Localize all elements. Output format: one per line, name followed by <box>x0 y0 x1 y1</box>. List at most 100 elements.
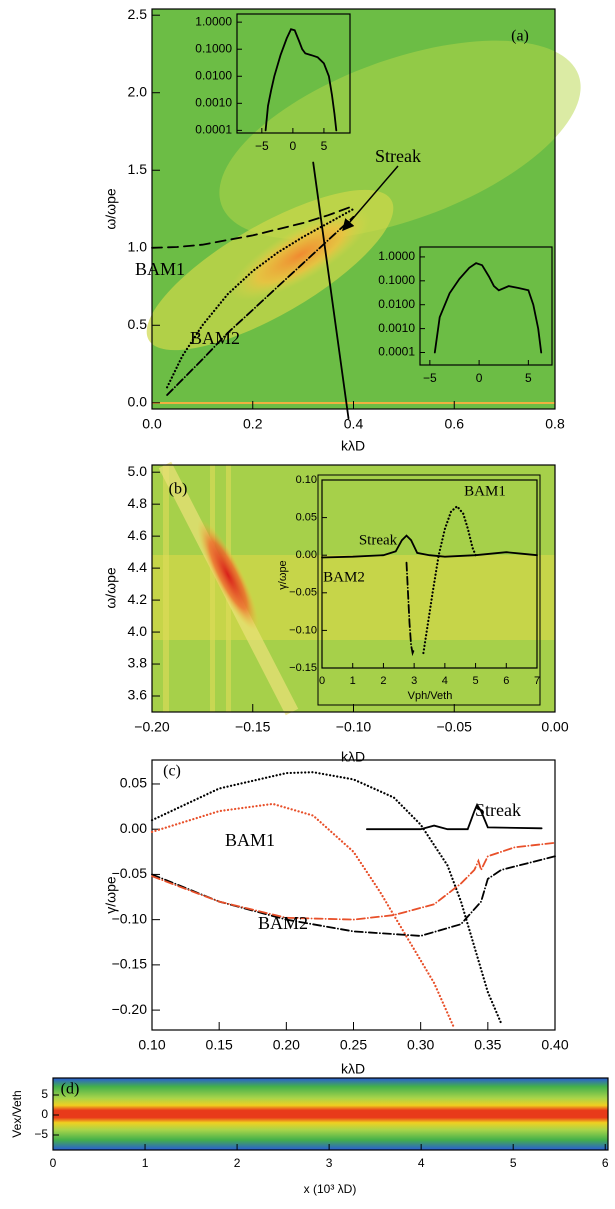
series-line <box>321 534 538 559</box>
x-tick-label: 0.00 <box>541 718 568 734</box>
panel-label: (a) <box>511 28 529 45</box>
x-tick-label: 3 <box>326 1156 333 1170</box>
y-tick-label: 2.5 <box>128 6 148 22</box>
x-tick-label: −0.20 <box>134 718 170 734</box>
y-tick-label: −0.10 <box>112 910 148 926</box>
y-tick-label: 0.0 <box>128 394 148 410</box>
panel-label: (b) <box>169 481 188 498</box>
y-tick-label: 0.00 <box>296 549 317 561</box>
series-line <box>264 28 338 132</box>
x-tick-label: 2 <box>380 675 386 687</box>
x-tick-label: 0.6 <box>445 415 465 431</box>
y-tick-label: 5 <box>41 1087 48 1101</box>
x-tick-label: 0.8 <box>545 415 565 431</box>
y-tick-label: 4.4 <box>128 559 148 575</box>
y-axis-label: Vex/Veth <box>10 1090 24 1137</box>
x-tick-label: 4 <box>418 1156 425 1170</box>
y-tick-label: 1.5 <box>128 161 148 177</box>
y-tick-label: −5 <box>34 1127 48 1141</box>
annotation: Streak <box>375 146 421 166</box>
y-tick-label: 0.0010 <box>195 95 232 109</box>
x-axis-label: kλD <box>341 749 365 765</box>
x-axis-label: kλD <box>341 438 365 454</box>
x-tick-label: 0.30 <box>407 1036 434 1052</box>
series-line <box>312 161 350 420</box>
panel-label: (d) <box>61 1081 80 1098</box>
plot-frame <box>236 13 351 134</box>
y-tick-label: 2.0 <box>128 83 148 99</box>
y-tick-label: 3.6 <box>128 687 148 703</box>
annotation: BAM2 <box>190 328 240 348</box>
x-tick-label: 0.35 <box>474 1036 501 1052</box>
y-tick-label: 4.0 <box>128 623 148 639</box>
y-tick-label: 0.0100 <box>378 297 415 311</box>
plot-frame <box>419 246 553 366</box>
y-tick-label: 1.0 <box>128 238 148 254</box>
x-tick-label: 0.25 <box>340 1036 367 1052</box>
annotation: Streak <box>475 800 521 820</box>
x-tick-label: 0 <box>319 675 325 687</box>
inset-box <box>317 474 541 706</box>
annotation: BAM1 <box>225 830 275 850</box>
y-tick-label: −0.15 <box>289 662 317 674</box>
y-tick-label: 4.8 <box>128 495 148 511</box>
x-axis-label: kλD <box>341 1061 365 1077</box>
heatmap-core <box>229 209 371 301</box>
x-tick-label: −0.10 <box>336 718 372 734</box>
series-line <box>366 802 543 831</box>
annotation-arrow <box>342 165 399 232</box>
heatmap-background <box>53 1078 608 1150</box>
x-tick-label: 5 <box>510 1156 517 1170</box>
x-axis-label: x (10³ λD) <box>304 1182 357 1196</box>
heatmap-stripe <box>163 465 169 712</box>
y-axis-label: γ/ωpe <box>103 876 119 914</box>
x-tick-label: −0.05 <box>437 718 473 734</box>
y-tick-label: 0.10 <box>296 474 317 486</box>
y-tick-label: 0.05 <box>120 775 147 791</box>
x-tick-label: 0 <box>476 371 483 385</box>
y-tick-label: 1.0000 <box>378 249 415 263</box>
x-tick-label: 5 <box>525 371 532 385</box>
series-line <box>405 561 415 657</box>
x-tick-label: 0.15 <box>206 1036 233 1052</box>
y-tick-label: −0.05 <box>112 865 148 881</box>
heatmap-core <box>197 519 259 631</box>
x-tick-label: 0.4 <box>344 415 364 431</box>
x-tick-label: −5 <box>255 139 269 153</box>
y-axis-label: ω/ωpe <box>103 188 119 230</box>
series-line <box>422 504 477 655</box>
y-tick-label: 0.1000 <box>195 41 232 55</box>
annotation: BAM2 <box>323 569 365 585</box>
x-tick-label: 2 <box>234 1156 241 1170</box>
y-tick-label: −0.15 <box>112 956 148 972</box>
y-tick-label: −0.10 <box>289 624 317 636</box>
x-tick-label: 5 <box>321 139 328 153</box>
x-tick-label: 0 <box>50 1156 57 1170</box>
plot-frame <box>321 479 538 669</box>
annotation: BAM1 <box>135 259 185 279</box>
y-tick-label: 0.0100 <box>195 68 232 82</box>
x-tick-label: 0.10 <box>138 1036 165 1052</box>
annotation: BAM2 <box>258 913 308 933</box>
y-tick-label: 5.0 <box>128 463 148 479</box>
annotation: Streak <box>359 532 398 548</box>
x-tick-label: 4 <box>442 675 448 687</box>
y-axis-label: ω/ωpe <box>103 567 119 609</box>
y-tick-label: 4.6 <box>128 527 148 543</box>
x-tick-label: 7 <box>534 675 540 687</box>
series-line <box>433 262 543 354</box>
x-tick-label: 1 <box>350 675 356 687</box>
y-tick-label: 3.8 <box>128 655 148 671</box>
panel-label: (c) <box>163 763 181 780</box>
y-tick-label: 0.0001 <box>378 345 415 359</box>
x-tick-label: −5 <box>423 371 437 385</box>
y-tick-label: 4.2 <box>128 591 148 607</box>
y-tick-label: −0.05 <box>289 587 317 599</box>
x-tick-label: 6 <box>503 675 509 687</box>
x-axis-label: Vph/Veth <box>408 690 453 702</box>
y-axis-label: γ/ωpe <box>277 560 289 589</box>
y-tick-label: 0.0001 <box>195 123 232 137</box>
series-line <box>151 841 556 921</box>
